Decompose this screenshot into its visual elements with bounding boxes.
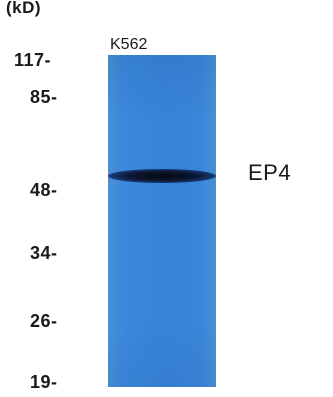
marker-48: 48- bbox=[30, 180, 58, 200]
marker-34: 34- bbox=[30, 243, 58, 263]
marker-117: 117- bbox=[14, 50, 52, 70]
marker-19: 19- bbox=[30, 372, 58, 392]
target-protein-label: EP4 bbox=[248, 160, 292, 185]
protein-band bbox=[108, 169, 216, 183]
marker-26: 26- bbox=[30, 311, 58, 331]
gel-lane bbox=[108, 55, 216, 387]
cell-line-label: K562 bbox=[110, 36, 148, 53]
marker-85: 85- bbox=[30, 87, 58, 107]
unit-label: (kD) bbox=[6, 0, 42, 17]
